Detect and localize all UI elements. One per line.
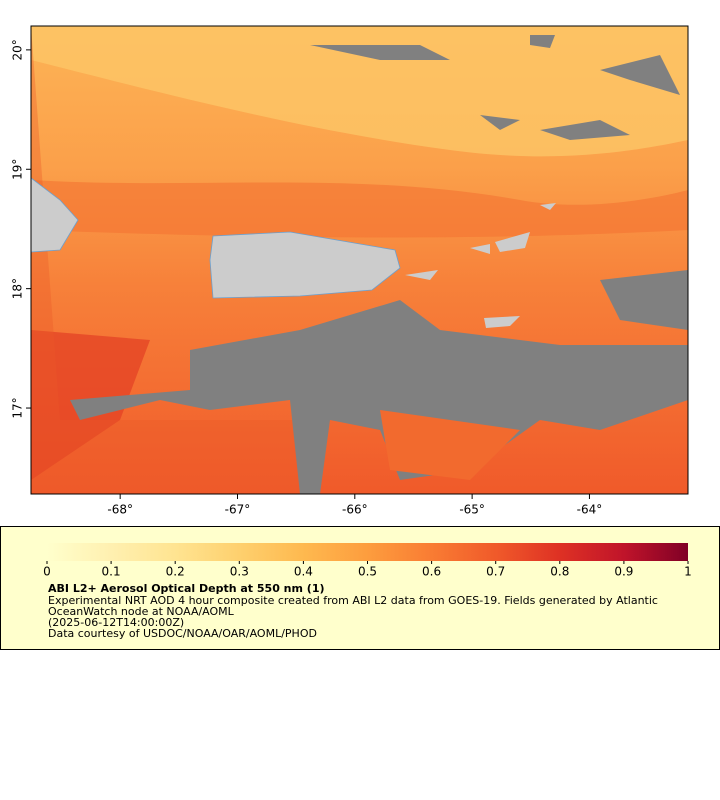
x-tick-label: -65°: [459, 503, 485, 517]
colorbar-tick-label: 0.9: [614, 565, 633, 579]
aod-raster: [31, 26, 688, 494]
legend-title: ABI L2+ Aerosol Optical Depth at 550 nm …: [48, 582, 325, 595]
colorbar-tick-label: 0.8: [550, 565, 569, 579]
legend-line: OceanWatch node at NOAA/AOML: [48, 605, 235, 618]
x-tick-label: -68°: [107, 503, 133, 517]
colorbar-tick-label: 1: [684, 565, 692, 579]
colorbar-tick-label: 0.4: [294, 565, 313, 579]
colorbar-tick-label: 0.7: [486, 565, 505, 579]
colorbar-tick-label: 0: [43, 565, 51, 579]
colorbar-tick-label: 0.3: [230, 565, 249, 579]
legend-line: Data courtesy of USDOC/NOAA/OAR/AOML/PHO…: [48, 627, 317, 640]
colorbar-tick-label: 0.1: [102, 565, 121, 579]
map-frame: [30, 25, 689, 495]
colorbar-ramp: [47, 543, 688, 561]
colorbar-tick-label: 0.6: [422, 565, 441, 579]
colorbar-tick-label: 0.5: [358, 565, 377, 579]
y-tick-label: 17°: [11, 397, 25, 418]
x-tick-label: -64°: [577, 503, 603, 517]
map-axes: -68° -67° -66° -65° -64° 17° 18° 19° 20°: [11, 39, 603, 516]
colorbar-tick-label: 0.2: [166, 565, 185, 579]
legend-line: Experimental NRT AOD 4 hour composite cr…: [48, 594, 658, 607]
y-tick-label: 19°: [11, 159, 25, 180]
y-tick-label: 18°: [11, 278, 25, 299]
colorbar: 0 0.1 0.2 0.3 0.4 0.5 0.6 0.7 0.8 0.9 1: [43, 543, 692, 579]
x-tick-label: -66°: [342, 503, 368, 517]
legend-line: (2025-06-12T14:00:00Z): [48, 616, 184, 629]
y-tick-label: 20°: [11, 39, 25, 60]
x-tick-label: -67°: [225, 503, 251, 517]
